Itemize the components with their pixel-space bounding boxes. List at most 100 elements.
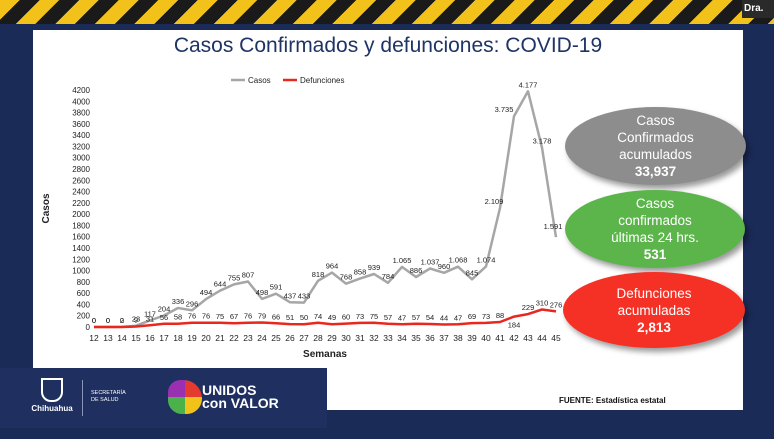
- cases-data-label: 23: [132, 315, 140, 324]
- y-tick-label: 400: [77, 300, 91, 309]
- deaths-data-label: 73: [482, 312, 490, 321]
- hazard-stripe-banner: [0, 0, 774, 26]
- y-tick-label: 1200: [72, 255, 90, 264]
- cases-data-label: 768: [340, 273, 353, 282]
- last24-label-2: confirmados: [618, 213, 692, 228]
- y-tick-label: 2400: [72, 188, 90, 197]
- chihuahua-logo: Chihuahua: [30, 378, 74, 420]
- covid-line-chart: 0200400600800100012001400160018002000220…: [41, 76, 562, 360]
- x-tick-label: 12: [89, 333, 99, 343]
- deaths-oval: Defunciones acumuladas 2,813: [563, 272, 745, 348]
- deaths-data-label: 76: [188, 312, 196, 321]
- x-tick-label: 29: [327, 333, 337, 343]
- cases-data-label: 1.037: [421, 257, 440, 266]
- x-tick-label: 30: [341, 333, 351, 343]
- cases-data-label: 960: [438, 262, 451, 271]
- deaths-data-label: 310: [536, 299, 549, 308]
- deaths-series-line: [94, 308, 557, 329]
- confirmed-value: 33,937: [634, 164, 677, 179]
- x-tick-label: 36: [425, 333, 435, 343]
- last24-label-3: últimas 24 hrs.: [611, 230, 699, 245]
- y-tick-label: 2600: [72, 176, 90, 185]
- y-tick-label: 2800: [72, 165, 90, 174]
- cases-data-label: 845: [466, 268, 479, 277]
- deaths-data-label: 66: [272, 312, 280, 321]
- cases-data-label: 3.735: [495, 105, 514, 114]
- x-tick-label: 26: [285, 333, 295, 343]
- deaths-data-label: 57: [412, 313, 420, 322]
- deaths-data-label: 47: [398, 313, 406, 322]
- cases-data-label: 2.109: [485, 197, 504, 206]
- cases-data-label: 858: [354, 268, 367, 277]
- deaths-data-label: 47: [454, 313, 462, 322]
- participant-name-tag[interactable]: Dra.: [742, 0, 774, 18]
- y-tick-label: 1000: [72, 267, 90, 276]
- y-axis-label: Casos: [41, 193, 52, 223]
- y-tick-label: 4000: [72, 97, 90, 106]
- cases-data-label: 818: [312, 270, 325, 279]
- y-tick-label: 2000: [72, 210, 90, 219]
- x-tick-label: 42: [509, 333, 519, 343]
- deaths-data-label: 74: [314, 312, 322, 321]
- cases-data-label: 4.177: [519, 80, 538, 89]
- slide-title: Casos Confirmados y defunciones: COVID-1…: [173, 34, 603, 57]
- x-tick-label: 28: [313, 333, 323, 343]
- unidos-logo: UNIDOS con VALOR: [202, 383, 279, 411]
- deaths-data-label: 75: [370, 312, 378, 321]
- x-tick-label: 37: [439, 333, 449, 343]
- deaths-data-label: 54: [426, 313, 434, 322]
- last24-value: 531: [643, 247, 667, 262]
- chihuahua-label: Chihuahua: [31, 404, 73, 413]
- y-tick-label: 3200: [72, 142, 90, 151]
- footer-bar: [327, 415, 774, 439]
- deaths-data-label: 0: [92, 316, 96, 325]
- deaths-data-label: 184: [508, 321, 521, 330]
- x-tick-label: 45: [551, 333, 561, 343]
- last24-label-1: Casos: [635, 196, 675, 211]
- deaths-data-label: 51: [286, 313, 294, 322]
- cases-data-label: 784: [382, 272, 395, 281]
- y-tick-label: 1600: [72, 233, 90, 242]
- deaths-data-label: 79: [258, 312, 266, 321]
- banner-divider: [0, 24, 774, 30]
- cases-data-label: 433: [298, 292, 311, 301]
- confirmed-label-3: acumulados: [619, 147, 692, 162]
- x-tick-label: 44: [537, 333, 547, 343]
- y-tick-label: 4200: [72, 86, 90, 95]
- cases-data-label: 498: [256, 288, 269, 297]
- secretaria-line-1: SECRETARÍA: [91, 390, 126, 396]
- deaths-data-label: 69: [468, 312, 476, 321]
- x-tick-label: 39: [467, 333, 477, 343]
- secretaria-line-2: DE SALUD: [91, 397, 119, 403]
- deaths-data-label: 44: [440, 314, 448, 323]
- x-tick-label: 33: [383, 333, 393, 343]
- confirmed-cumulative-oval: Casos Confirmados acumulados 33,937: [565, 107, 746, 185]
- deaths-data-label: 76: [202, 312, 210, 321]
- deaths-data-label: 57: [384, 313, 392, 322]
- x-tick-label: 20: [201, 333, 211, 343]
- deaths-data-label: 49: [328, 313, 336, 322]
- footer-separator: [82, 380, 83, 416]
- chihuahua-shield-icon: [41, 378, 63, 402]
- deaths-data-label: 0: [106, 316, 110, 325]
- y-tick-label: 800: [77, 278, 91, 287]
- x-tick-label: 19: [187, 333, 197, 343]
- cases-data-label: 437: [284, 291, 297, 300]
- confirmed-label-2: Confirmados: [617, 130, 694, 145]
- x-tick-label: 18: [173, 333, 183, 343]
- x-tick-label: 23: [243, 333, 253, 343]
- y-tick-label: 3800: [72, 109, 90, 118]
- x-tick-label: 41: [495, 333, 505, 343]
- deaths-data-label: 76: [244, 312, 252, 321]
- deaths-data-label: 31: [146, 314, 154, 323]
- deaths-label-2: acumuladas: [617, 302, 691, 318]
- deaths-data-label: 56: [160, 313, 168, 322]
- x-tick-label: 34: [397, 333, 407, 343]
- y-tick-label: 3600: [72, 120, 90, 129]
- cases-data-label: 1.074: [477, 255, 496, 264]
- cases-data-label: 939: [368, 263, 381, 272]
- confirmed-label-1: Casos: [636, 113, 675, 128]
- unidos-line-2: con VALOR: [202, 395, 279, 411]
- cases-data-label: 296: [186, 299, 199, 308]
- x-axis-label: Semanas: [303, 349, 347, 360]
